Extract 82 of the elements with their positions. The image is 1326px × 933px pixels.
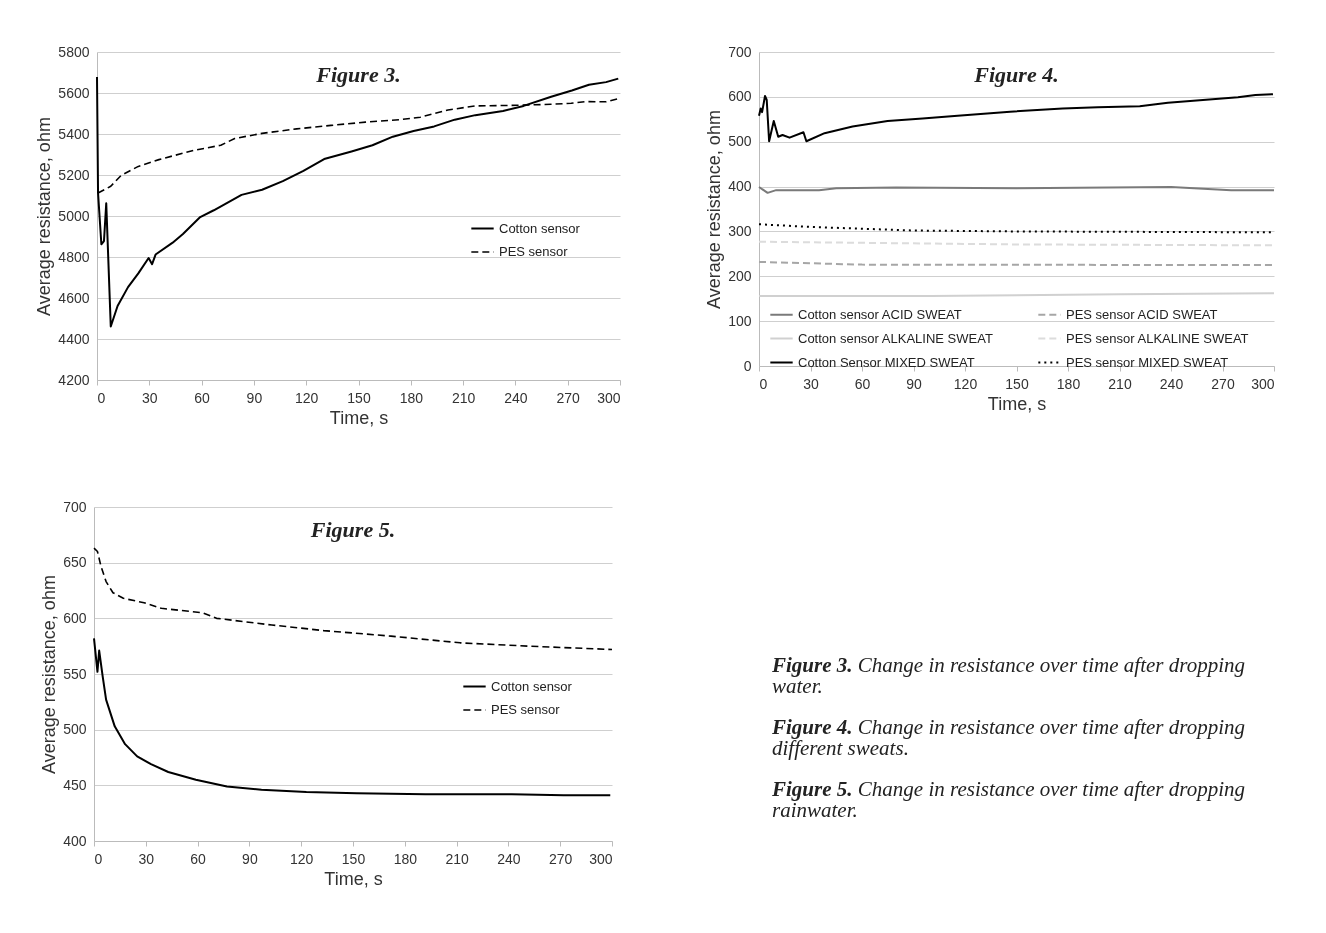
line-series xyxy=(758,93,1274,143)
x-tick-label: 270 xyxy=(556,389,581,406)
y-axis-title: Average resistance, ohm xyxy=(34,117,55,316)
x-tick-label: 120 xyxy=(290,850,314,867)
y-tick-label: 5200 xyxy=(58,166,90,183)
y-tick-label: 5800 xyxy=(58,43,90,60)
x-tick-label: 60 xyxy=(194,389,211,406)
x-tick-label: 210 xyxy=(445,850,469,867)
x-axis-title: Time, s xyxy=(324,868,383,889)
x-tick-label: 120 xyxy=(295,389,319,406)
x-tick-label: 90 xyxy=(906,375,922,392)
x-tick-label: 180 xyxy=(393,850,418,867)
x-tick-label: 210 xyxy=(451,389,476,406)
legend-label: PES sensor ALKALINE SWEAT xyxy=(1066,330,1249,346)
legend-label: Cotton sensor ACID SWEAT xyxy=(798,306,962,322)
y-tick-label: 5600 xyxy=(58,84,90,101)
x-tick-label: 0 xyxy=(97,389,106,406)
legend-label: Cotton sensor xyxy=(491,678,573,694)
y-tick-label: 4200 xyxy=(58,371,90,388)
y-tick-label: 500 xyxy=(728,133,752,150)
legend-label: PES sensor MIXED SWEAT xyxy=(1066,354,1229,370)
legend-label: PES sensor ACID SWEAT xyxy=(1066,306,1218,322)
y-tick-label: 500 xyxy=(63,721,87,738)
y-tick-label: 450 xyxy=(63,776,87,793)
y-tick-label: 700 xyxy=(728,43,752,60)
x-tick-label: 270 xyxy=(1211,375,1235,392)
line-series xyxy=(93,547,613,651)
y-tick-label: 300 xyxy=(728,222,752,239)
y-tick-label: 700 xyxy=(63,498,87,515)
x-tick-label: 240 xyxy=(504,389,528,406)
x-tick-label: 150 xyxy=(341,850,366,867)
x-tick-label: 180 xyxy=(399,389,424,406)
y-tick-label: 4400 xyxy=(58,330,90,347)
x-tick-label: 30 xyxy=(142,389,158,406)
y-tick-label: 600 xyxy=(63,609,87,626)
x-tick-label: 90 xyxy=(246,389,263,406)
x-tick-label: 210 xyxy=(1108,375,1132,392)
chart-title: Figure 5. xyxy=(309,517,396,542)
line-series xyxy=(93,637,612,797)
y-tick-label: 400 xyxy=(728,178,752,195)
y-tick-label: 200 xyxy=(728,267,752,284)
x-tick-label: 240 xyxy=(1159,375,1184,392)
x-tick-label: 90 xyxy=(242,850,258,867)
x-tick-label: 270 xyxy=(549,850,573,867)
x-tick-label: 60 xyxy=(854,375,871,392)
y-tick-label: 0 xyxy=(743,357,752,374)
y-tick-label: 5400 xyxy=(58,125,90,142)
x-tick-label: 0 xyxy=(759,375,768,392)
x-tick-label: 180 xyxy=(1056,375,1081,392)
chart-title: Figure 3. xyxy=(315,62,401,87)
legend-label: Cotton Sensor MIXED SWEAT xyxy=(798,354,975,370)
x-tick-label: 150 xyxy=(347,389,371,406)
y-tick-label: 650 xyxy=(63,554,87,571)
x-tick-label: 150 xyxy=(1005,375,1029,392)
x-tick-label: 120 xyxy=(953,375,978,392)
x-tick-label: 30 xyxy=(138,850,155,867)
legend-label: PES sensor xyxy=(499,244,569,259)
caption: Figure 4. Change in resistance over time after dropping different sweats. xyxy=(772,715,1246,760)
y-tick-label: 600 xyxy=(728,88,752,105)
text: Figure 3. Change in resistance over time after dropping water. xyxy=(772,653,1246,698)
y-axis-title: Average resistance, ohm xyxy=(704,110,725,309)
x-tick-label: 60 xyxy=(190,850,207,867)
chart-title: Figure 4. xyxy=(973,62,1059,87)
legend-label: Cotton sensor ALKALINE SWEAT xyxy=(798,330,993,346)
x-axis-title: Time, s xyxy=(329,407,389,428)
x-tick-label: 300 xyxy=(589,850,613,867)
y-axis-title: Average resistance, ohm xyxy=(39,575,60,774)
y-tick-label: 5000 xyxy=(58,207,90,224)
x-axis-title: Time, s xyxy=(987,393,1047,414)
x-tick-label: 300 xyxy=(597,389,621,406)
legend-label: PES sensor xyxy=(491,702,561,717)
y-tick-label: 400 xyxy=(63,832,87,849)
y-tick-label: 4600 xyxy=(58,289,90,306)
x-tick-label: 300 xyxy=(1251,375,1275,392)
y-tick-label: 100 xyxy=(728,312,752,329)
y-tick-label: 4800 xyxy=(58,248,90,265)
x-tick-label: 30 xyxy=(803,375,819,392)
x-tick-label: 240 xyxy=(497,850,521,867)
legend-label: Cotton sensor xyxy=(499,220,581,236)
caption: Figure 5. Change in resistance over time after dropping rainwater. xyxy=(772,777,1246,822)
x-tick-label: 0 xyxy=(94,850,103,867)
y-tick-label: 550 xyxy=(63,665,87,682)
